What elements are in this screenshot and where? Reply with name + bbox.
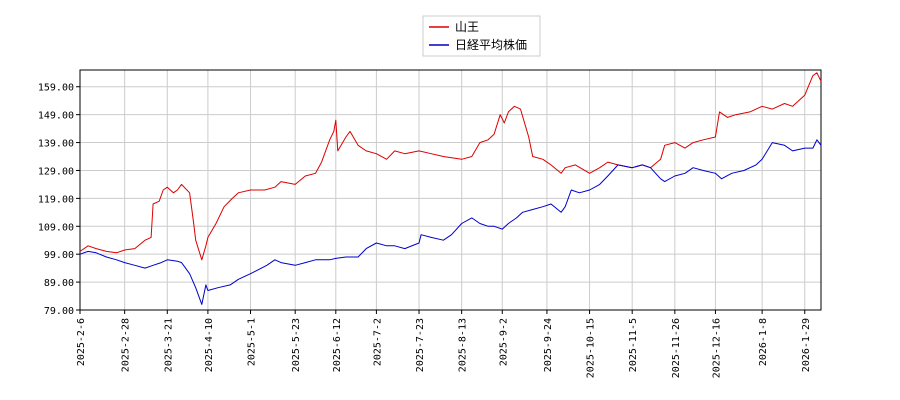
x-tick-label: 2025-11-5 — [628, 318, 639, 372]
x-tick-label: 2025-12-16 — [711, 318, 722, 378]
y-axis: 79.00 89.00 99.00 109.00 119.00 129.00 139.00 1… — [38, 83, 80, 317]
y-tick-label: 149.00 — [38, 111, 74, 122]
x-tick-label: 2025-5-23 — [291, 318, 302, 372]
series-line-nikkei — [79, 139, 822, 305]
y-tick-label: 119.00 — [38, 194, 74, 205]
x-tick-label: 2025-5-1 — [247, 318, 258, 366]
x-tick-label: 2025-9-24 — [543, 318, 554, 372]
x-tick-label: 2025-6-12 — [332, 318, 343, 372]
y-tick-label: 79.00 — [44, 306, 74, 317]
y-tick-label: 139.00 — [38, 139, 74, 150]
y-tick-label: 99.00 — [44, 250, 74, 261]
x-tick-label: 2025-4-10 — [204, 318, 215, 372]
x-tick-label: 2025-2-28 — [121, 318, 132, 372]
x-tick-label: 2026-1-29 — [801, 318, 812, 372]
x-tick-label: 2025-10-15 — [586, 318, 597, 378]
x-axis: 2025-2-6 2025-2-28 2025-3-21 2025-4-10 2025-… — [76, 310, 812, 378]
legend: 山王 日経平均株価 — [422, 15, 541, 57]
legend-box — [422, 15, 541, 57]
x-tick-label: 2025-2-6 — [76, 318, 87, 366]
y-tick-label: 159.00 — [38, 83, 74, 94]
x-tick-label: 2025-9-2 — [498, 318, 509, 366]
series-lines — [79, 72, 822, 305]
grid-lines — [79, 70, 821, 311]
x-tick-label: 2025-8-13 — [458, 318, 469, 372]
legend-label-nikkei: 日経平均株価 — [455, 37, 527, 52]
y-tick-label: 109.00 — [38, 222, 74, 233]
plot-area-frame — [79, 69, 822, 311]
series-line-sannou — [79, 72, 822, 261]
x-tick-label: 2025-7-23 — [415, 318, 426, 372]
x-tick-label: 2025-7-2 — [372, 318, 383, 366]
x-tick-label: 2025-11-26 — [671, 318, 682, 378]
x-tick-label: 2025-3-21 — [163, 318, 174, 372]
y-tick-label: 89.00 — [44, 278, 74, 289]
x-tick-label: 2026-1-8 — [758, 318, 769, 366]
y-tick-label: 129.00 — [38, 166, 74, 177]
legend-label-sannou: 山王 — [455, 20, 479, 34]
